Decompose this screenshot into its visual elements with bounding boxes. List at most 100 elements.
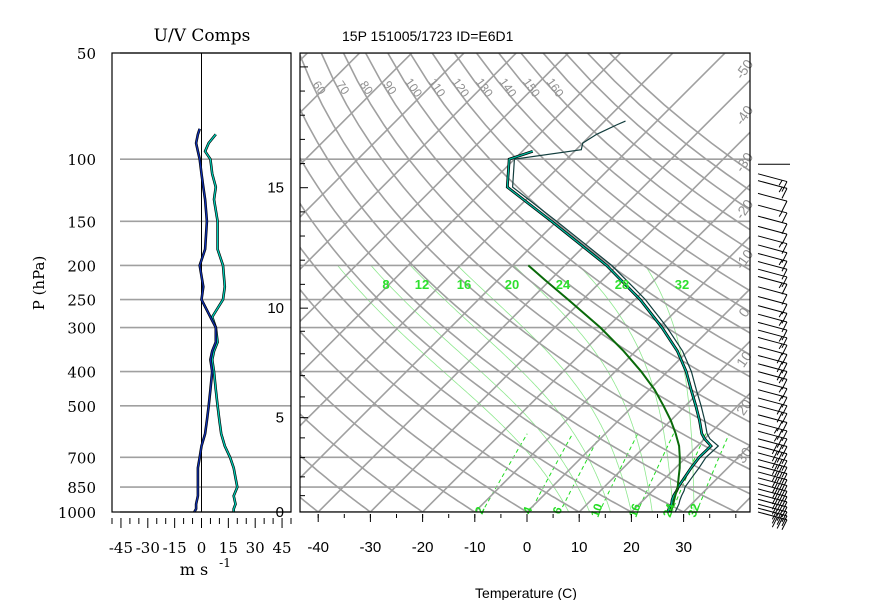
wind-barb-flag bbox=[781, 511, 788, 523]
wind-barb-staff bbox=[757, 430, 788, 440]
wind-barb-flag bbox=[781, 506, 788, 518]
wind-barb-staff bbox=[757, 452, 788, 462]
wind-barb-flag bbox=[776, 459, 783, 470]
temperature-axis-label: Temperature (C) bbox=[475, 585, 577, 600]
wind-barb-staff bbox=[757, 363, 788, 372]
wind-barb-half-flag bbox=[778, 259, 783, 266]
dry-adiabat-label: 160 bbox=[544, 75, 567, 100]
uv-x-axis-label: m s bbox=[180, 560, 208, 579]
dry-adiabat-label: 110 bbox=[426, 76, 449, 100]
wind-barb-flag bbox=[776, 352, 783, 364]
skewt-plot-frame bbox=[299, 52, 751, 513]
uv-x-tick-label: -15 bbox=[163, 539, 187, 557]
temperature-x-tick-label: 0 bbox=[523, 539, 531, 556]
wind-barb-staff bbox=[757, 235, 788, 245]
isotherm-line bbox=[300, 53, 727, 480]
dry-adiabat bbox=[453, 53, 750, 313]
dry-adiabat bbox=[520, 53, 750, 251]
uv-x-tick-label: 30 bbox=[246, 539, 265, 557]
wind-barb-flag bbox=[776, 369, 783, 381]
skewt-title: 15P 151005/1723 ID=E6D1 bbox=[342, 28, 514, 44]
wind-barb-flag bbox=[776, 404, 783, 415]
wind-barb-flag bbox=[781, 422, 788, 433]
uv-pressure-tick-label: 250 bbox=[67, 292, 96, 310]
mixing-ratio-line bbox=[481, 433, 528, 512]
moist-adiabat bbox=[578, 265, 674, 512]
isotherm-line bbox=[300, 53, 466, 219]
isotherm-line bbox=[300, 53, 361, 114]
dry-adiabat bbox=[342, 53, 750, 424]
temperature-x-tick-label: -40 bbox=[307, 539, 329, 556]
wind-barb-half-flag bbox=[778, 282, 783, 289]
wind-barb-staff bbox=[757, 296, 788, 305]
wind-barb-flag bbox=[781, 261, 788, 272]
wind-barb-flag bbox=[781, 467, 788, 478]
wind-barb-flag bbox=[781, 438, 788, 450]
uv-grid bbox=[120, 52, 291, 513]
wind-barb-flag bbox=[781, 223, 788, 235]
isotherm-line bbox=[317, 79, 750, 512]
wind-barb-flag bbox=[776, 361, 783, 373]
wind-barb-flag bbox=[776, 437, 783, 448]
wind-barb-staff bbox=[757, 313, 788, 323]
isotherm-line bbox=[525, 287, 750, 512]
wind-barb-half-flag bbox=[778, 180, 783, 186]
dry-adiabat-label: 150 bbox=[520, 75, 543, 100]
wind-barb-flag bbox=[781, 329, 788, 341]
uv-x-tick-label: -30 bbox=[136, 539, 160, 557]
temperature-x-tick-label: 10 bbox=[571, 539, 588, 556]
dry-adiabat-label: 80 bbox=[357, 78, 376, 97]
wind-barb-staff bbox=[757, 321, 788, 331]
wind-barbs bbox=[757, 163, 790, 530]
isotherm-line bbox=[300, 53, 622, 375]
wind-barb-staff bbox=[757, 252, 788, 262]
wind-barb-staff bbox=[757, 225, 788, 235]
mixing-ratio-label: 6 bbox=[550, 504, 566, 515]
mixing-ratio-lines bbox=[481, 433, 730, 512]
height-tick-label: 5 bbox=[276, 410, 284, 427]
dry-adiabat bbox=[300, 371, 477, 512]
wind-barb-half-flag bbox=[778, 242, 783, 248]
wind-barb-half-flag bbox=[778, 343, 783, 350]
isotherm-label: -50 bbox=[732, 56, 757, 82]
wind-barb-staff bbox=[757, 268, 788, 278]
uv-series bbox=[193, 128, 239, 513]
uv-x-tick-label: -45 bbox=[109, 539, 133, 557]
dry-adiabat bbox=[475, 53, 750, 292]
wind-barb-flag bbox=[776, 500, 783, 511]
moist-adiabat bbox=[370, 265, 590, 512]
dry-adiabat bbox=[300, 330, 529, 512]
uv-y-axis-label: P (hPa) bbox=[30, 256, 48, 311]
wind-barb-flag bbox=[781, 188, 788, 199]
wind-barb-flag bbox=[781, 501, 788, 513]
uv-pressure-tick-label: 100 bbox=[67, 151, 96, 169]
uv-title: U/V Comps bbox=[154, 26, 251, 46]
wind-barb-flag bbox=[781, 363, 788, 374]
dry-adiabat-label: 120 bbox=[449, 75, 472, 100]
moist-adiabat-label: 28 bbox=[615, 277, 629, 292]
wind-barb-staff bbox=[757, 215, 788, 225]
wind-barb-flag bbox=[771, 509, 778, 520]
wind-barb-flag bbox=[781, 446, 788, 457]
dry-adiabat-label: 140 bbox=[496, 75, 519, 100]
isotherm-line bbox=[734, 496, 750, 512]
dry-adiabat bbox=[300, 202, 686, 512]
wind-barb-half-flag bbox=[773, 436, 778, 442]
wind-barb-flag bbox=[781, 453, 788, 464]
dry-adiabat bbox=[300, 53, 750, 471]
dry-adiabat bbox=[387, 53, 750, 378]
dry-adiabat-label: 60 bbox=[310, 78, 329, 97]
moist-adiabat bbox=[337, 265, 570, 512]
height-tick-label: 0 bbox=[276, 504, 284, 521]
uv-series-line bbox=[193, 128, 217, 513]
uv-pressure-tick-label: 850 bbox=[67, 479, 96, 497]
dry-adiabat bbox=[364, 53, 750, 401]
wind-barb-staff bbox=[757, 346, 788, 355]
wind-barb-half-flag bbox=[778, 211, 783, 217]
wind-barb-flag bbox=[776, 445, 783, 456]
wind-barb-flag bbox=[781, 405, 788, 416]
uv-pressure-tick-label: 1000 bbox=[58, 504, 96, 522]
isotherm-line bbox=[300, 53, 570, 323]
